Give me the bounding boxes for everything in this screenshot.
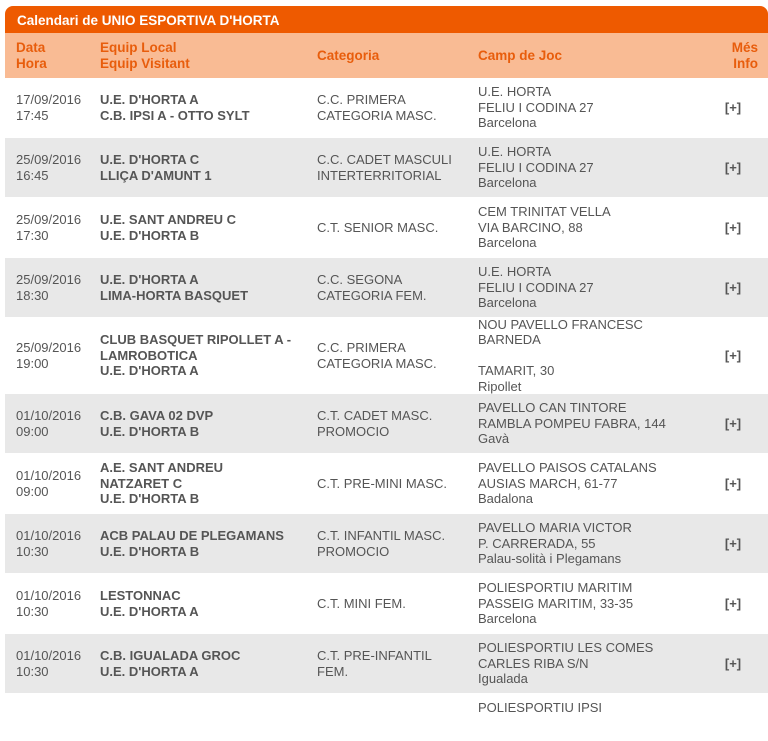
teams-cell: C.B. GAVA 02 DVP U.E. D'HORTA B xyxy=(100,408,214,439)
table-header: Data Hora Equip Local Equip Visitant Categ… xyxy=(5,33,768,78)
category-cell: C.C. PRIMERA CATEGORIA MASC. xyxy=(317,340,437,371)
date-time-cell: 01/10/2016 09:00 xyxy=(16,468,82,499)
teams-cell: U.E. D'HORTA C LLIÇA D'AMUNT 1 xyxy=(100,152,212,183)
more-info-link[interactable]: [+] xyxy=(724,655,742,671)
venue-cell: PAVELLO PAISOS CATALANS AUSIAS MARCH, 61-… xyxy=(478,460,657,507)
venue-cell: U.E. HORTA FELIU I CODINA 27 Barcelona xyxy=(478,84,594,131)
teams-cell: U.E. D'HORTA A C.B. IPSI A - OTTO SYLT xyxy=(100,92,250,123)
venue-cell: POLIESPORTIU IPSI xyxy=(478,700,603,715)
header-more-info: Més Info xyxy=(731,39,758,71)
table-row: 01/10/2016 10:30 C.B. IGUALADA GROC U.E. D'… xyxy=(5,634,768,694)
category-cell: C.C. PRIMERA CATEGORIA MASC. xyxy=(317,92,437,123)
venue-cell: POLIESPORTIU MARITIM PASSEIG MARITIM, 33-… xyxy=(478,580,634,627)
header-teams: Equip Local Equip Visitant xyxy=(100,39,190,71)
venue-cell: NOU PAVELLO FRANCESC BARNEDA TAMARIT, 30… xyxy=(478,316,643,394)
date-time-cell: 25/09/2016 19:00 xyxy=(16,340,82,371)
more-info-link[interactable]: [+] xyxy=(724,99,742,115)
panel-title: Calendari de UNIO ESPORTIVA D'HORTA xyxy=(5,6,768,33)
teams-cell: LESTONNAC U.E. D'HORTA A xyxy=(100,588,199,619)
date-time-cell: 25/09/2016 18:30 xyxy=(16,272,82,303)
venue-cell: U.E. HORTA FELIU I CODINA 27 Barcelona xyxy=(478,264,594,311)
more-info-link[interactable]: [+] xyxy=(724,347,742,363)
calendar-panel: Calendari de UNIO ESPORTIVA D'HORTA Data… xyxy=(5,6,768,741)
more-info-link[interactable]: [+] xyxy=(724,475,742,491)
table-row: 25/09/2016 17:30 U.E. SANT ANDREU C U.E. D'… xyxy=(5,198,768,258)
date-time-cell: 25/09/2016 17:30 xyxy=(16,212,82,243)
table-row: 01/10/2016 09:00 C.B. GAVA 02 DVP U.E. D'HO… xyxy=(5,394,768,454)
table-row: 01/10/2016 09:00 A.E. SANT ANDREU NATZARET … xyxy=(5,454,768,514)
table-row: 01/10/2016 10:30 ACB PALAU DE PLEGAMANS U.E… xyxy=(5,514,768,574)
table-row: 01/10/2016 10:30 LESTONNAC U.E. D'HORTA A C.… xyxy=(5,574,768,634)
category-cell: C.T. MINI FEM. xyxy=(317,595,406,611)
category-cell: C.C. SEGONA CATEGORIA FEM. xyxy=(317,272,427,303)
table-row: 25/09/2016 16:45 U.E. D'HORTA C LLIÇA D'AMU… xyxy=(5,138,768,198)
table-row: POLIESPORTIU IPSI xyxy=(5,694,768,741)
venue-cell: U.E. HORTA FELIU I CODINA 27 Barcelona xyxy=(478,144,594,191)
table-body: 17/09/2016 17:45 U.E. D'HORTA A C.B. IPSI A… xyxy=(5,78,768,741)
venue-cell: CEM TRINITAT VELLA VIA BARCINO, 88 Barcelo… xyxy=(478,204,611,251)
date-time-cell: 01/10/2016 10:30 xyxy=(16,648,82,679)
category-cell: C.T. CADET MASC. PROMOCIO xyxy=(317,408,433,439)
venue-cell: PAVELLO CAN TINTORE RAMBLA POMPEU FABRA, … xyxy=(478,400,666,447)
teams-cell: A.E. SANT ANDREU NATZARET C U.E. D'HORTA B xyxy=(100,460,224,507)
header-venue: Camp de Joc xyxy=(478,47,563,63)
table-row: 17/09/2016 17:45 U.E. D'HORTA A C.B. IPSI A… xyxy=(5,78,768,138)
header-category: Categoria xyxy=(317,47,380,63)
teams-cell: C.B. IGUALADA GROC U.E. D'HORTA A xyxy=(100,648,241,679)
date-time-cell: 01/10/2016 10:30 xyxy=(16,528,82,559)
category-cell: C.T. PRE-INFANTIL FEM. xyxy=(317,648,432,679)
header-date-time: Data Hora xyxy=(16,39,47,71)
category-cell: C.T. SENIOR MASC. xyxy=(317,219,439,235)
date-time-cell: 01/10/2016 10:30 xyxy=(16,588,82,619)
more-info-link[interactable]: [+] xyxy=(724,535,742,551)
date-time-cell: 01/10/2016 09:00 xyxy=(16,408,82,439)
category-cell: C.T. INFANTIL MASC. PROMOCIO xyxy=(317,528,446,559)
more-info-link[interactable]: [+] xyxy=(724,595,742,611)
category-cell: C.T. PRE-MINI MASC. xyxy=(317,475,448,491)
venue-cell: PAVELLO MARIA VICTOR P. CARRERADA, 55 Pala… xyxy=(478,520,632,567)
more-info-link[interactable]: [+] xyxy=(724,415,742,431)
date-time-cell: 25/09/2016 16:45 xyxy=(16,152,82,183)
teams-cell: U.E. SANT ANDREU C U.E. D'HORTA B xyxy=(100,212,237,243)
table-row: 25/09/2016 18:30 U.E. D'HORTA A LIMA-HORTA … xyxy=(5,258,768,318)
venue-cell: POLIESPORTIU LES COMES CARLES RIBA S/N Igu… xyxy=(478,640,654,687)
teams-cell: CLUB BASQUET RIPOLLET A - LAMROBOTICA U.E.… xyxy=(100,332,292,379)
table-row: 25/09/2016 19:00 CLUB BASQUET RIPOLLET A -… xyxy=(5,316,768,394)
teams-cell: U.E. D'HORTA A LIMA-HORTA BASQUET xyxy=(100,272,249,303)
category-cell: C.C. CADET MASCULI INTERTERRITORIAL xyxy=(317,152,452,183)
teams-cell: ACB PALAU DE PLEGAMANS U.E. D'HORTA B xyxy=(100,528,284,559)
more-info-link[interactable]: [+] xyxy=(724,279,742,295)
more-info-link[interactable]: [+] xyxy=(724,219,742,235)
date-time-cell: 17/09/2016 17:45 xyxy=(16,92,82,123)
more-info-link[interactable]: [+] xyxy=(724,159,742,175)
